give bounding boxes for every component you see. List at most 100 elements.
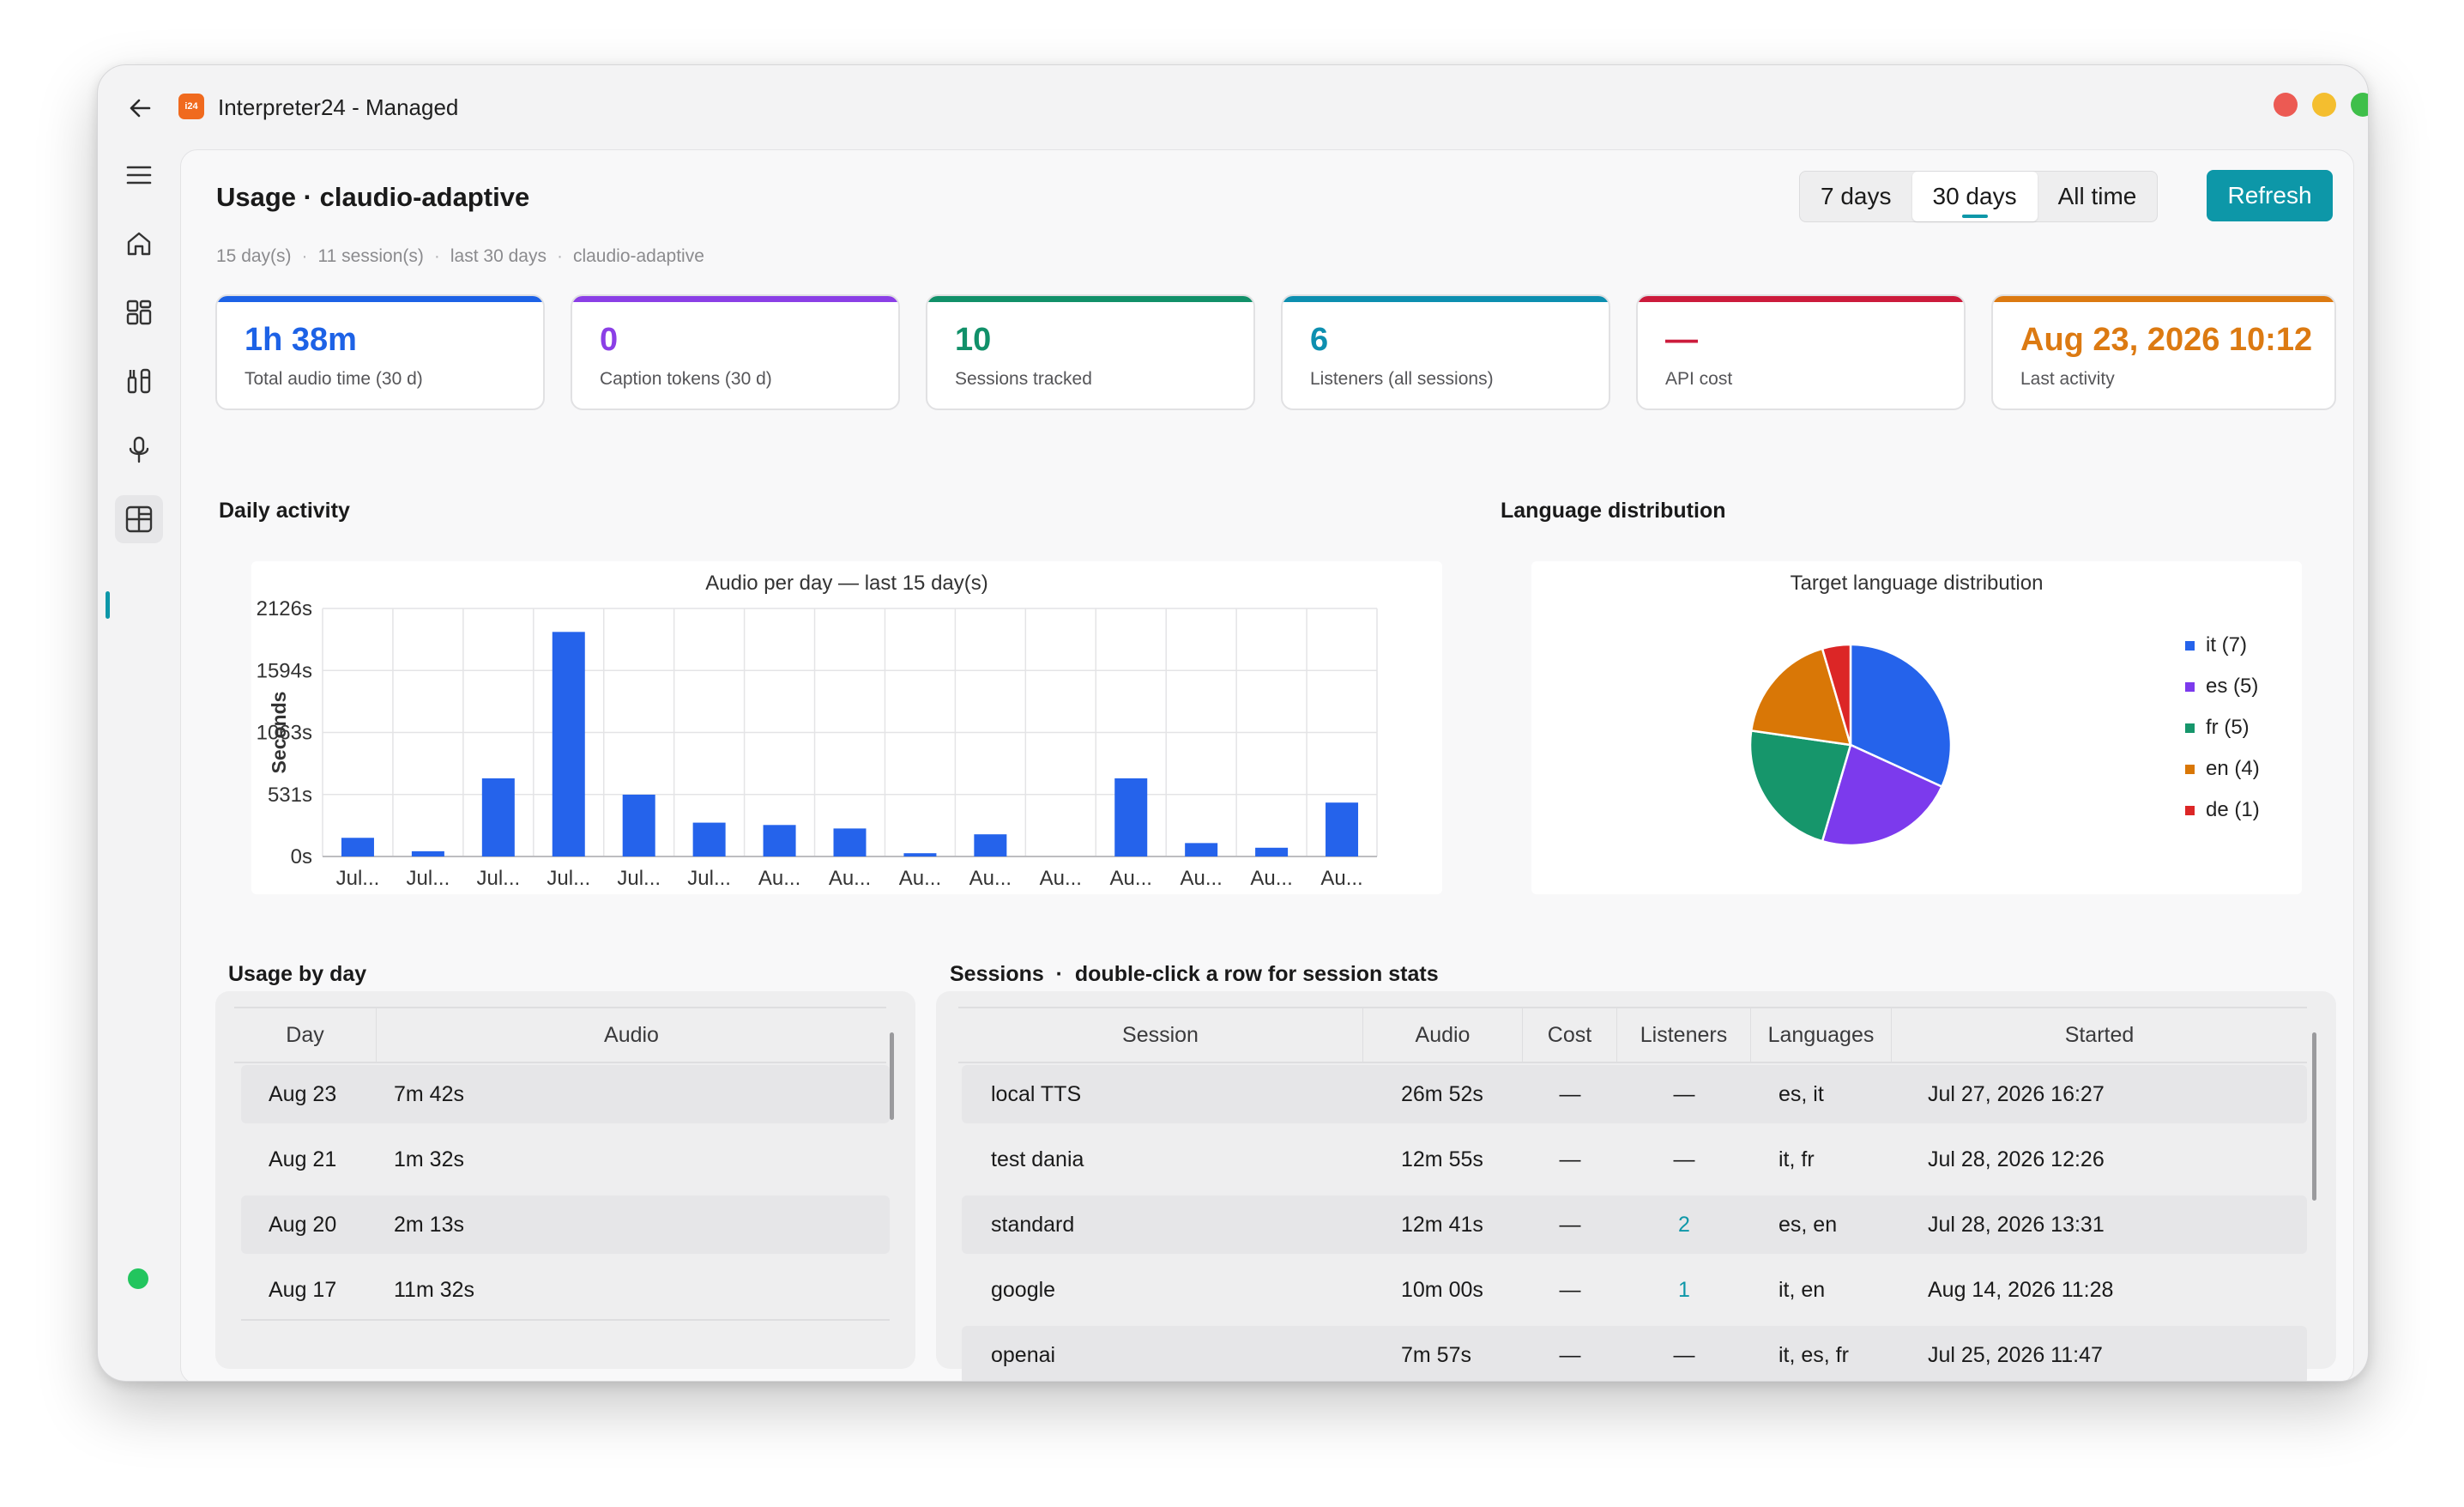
layout-icon[interactable] xyxy=(115,495,163,543)
session-row[interactable]: local TTS 26m 52s — — es, it Jul 27, 202… xyxy=(962,1065,2307,1123)
tools-icon[interactable] xyxy=(115,357,163,405)
page-meta: 15 day(s) · 11 session(s) · last 30 days… xyxy=(216,246,704,267)
column-header-audio[interactable]: Audio xyxy=(1363,1008,1523,1062)
legend-item-fr: fr (5) xyxy=(2185,707,2260,748)
main-panel: Usage · claudio-adaptive 15 day(s) · 11 … xyxy=(180,149,2354,1381)
x-tick-label: Au... xyxy=(899,867,941,890)
minimize-window-button[interactable] xyxy=(2312,93,2336,117)
usage-by-day-table: Day Audio Aug 23 7m 42s Aug 21 1m 32s Au… xyxy=(215,991,915,1369)
cell-cost: — xyxy=(1559,1342,1581,1367)
pie-slice xyxy=(1749,647,1852,747)
cell-languages: es, it xyxy=(1779,1081,1824,1106)
column-header-cost[interactable]: Cost xyxy=(1523,1008,1617,1062)
table-header: Session Audio Cost Listeners Languages S… xyxy=(958,1007,2307,1063)
cell-audio: 2m 13s xyxy=(394,1212,464,1237)
legend-label: de (1) xyxy=(2206,798,2260,821)
stat-label: API cost xyxy=(1665,369,1733,389)
session-row[interactable]: google 10m 00s — 1 it, en Aug 14, 2026 1… xyxy=(962,1261,2307,1319)
x-tick-label: Au... xyxy=(1320,867,1362,890)
stat-card-sessions: 10 Sessions tracked xyxy=(926,294,1255,410)
column-header-day[interactable]: Day xyxy=(234,1008,377,1062)
stat-label: Listeners (all sessions) xyxy=(1310,369,1494,389)
cell-listeners-link[interactable]: 1 xyxy=(1678,1277,1690,1302)
column-header-started[interactable]: Started xyxy=(2064,1022,2135,1047)
table-row[interactable]: Aug 21 1m 32s xyxy=(241,1130,890,1189)
pie-slice xyxy=(1849,643,1953,789)
cell-audio: 10m 00s xyxy=(1401,1277,1483,1302)
legend-label: it (7) xyxy=(2206,633,2247,657)
bar xyxy=(974,834,1007,856)
active-nav-indicator xyxy=(106,591,110,619)
stat-card-last-activity: Aug 23, 2026 10:12 Last activity xyxy=(1991,294,2336,410)
cell-languages: it, en xyxy=(1779,1277,1826,1302)
bar xyxy=(552,632,585,856)
cell-cost: — xyxy=(1559,1081,1581,1106)
cell-started: Jul 27, 2026 16:27 xyxy=(1928,1081,2105,1106)
cell-listeners-link[interactable]: 2 xyxy=(1678,1212,1690,1237)
x-tick-label: Au... xyxy=(1250,867,1292,890)
sidebar xyxy=(98,151,180,1381)
stat-card-api-cost: — API cost xyxy=(1636,294,1966,410)
legend-swatch xyxy=(2185,764,2195,774)
dashboard-icon[interactable] xyxy=(115,288,163,336)
column-header-audio[interactable]: Audio xyxy=(604,1022,659,1047)
table-row[interactable]: Aug 23 7m 42s xyxy=(241,1065,890,1123)
bar xyxy=(1114,778,1148,856)
stat-label: Total audio time (30 d) xyxy=(245,369,423,389)
cell-audio: 12m 41s xyxy=(1401,1212,1483,1237)
range-30-days-button[interactable]: 30 days xyxy=(1911,172,2038,221)
legend-swatch xyxy=(2185,640,2195,651)
session-row[interactable]: openai 7m 57s — — it, es, fr Jul 25, 202… xyxy=(962,1326,2307,1381)
y-tick-label: 1063s xyxy=(257,722,312,745)
legend-item-es: es (5) xyxy=(2185,666,2260,707)
table-row[interactable]: Aug 20 2m 13s xyxy=(241,1195,890,1254)
cell-languages: es, en xyxy=(1779,1212,1838,1237)
cell-audio: 26m 52s xyxy=(1401,1081,1483,1106)
home-icon[interactable] xyxy=(115,220,163,268)
legend-item-de: de (1) xyxy=(2185,790,2260,831)
legend-label: fr (5) xyxy=(2206,716,2250,739)
x-tick-label: Au... xyxy=(1180,867,1222,890)
page-title: Usage · claudio-adaptive xyxy=(216,182,530,212)
cell-started: Jul 28, 2026 12:26 xyxy=(1928,1147,2105,1171)
pie-chart-svg xyxy=(1748,643,1953,847)
window-title: Interpreter24 - Managed xyxy=(218,94,459,120)
x-tick-label: Au... xyxy=(969,867,1012,890)
cell-day: Aug 23 xyxy=(269,1081,337,1106)
microphone-icon[interactable] xyxy=(115,426,163,474)
stat-value: 10 xyxy=(955,322,992,358)
column-header-languages[interactable]: Languages xyxy=(1751,1008,1892,1062)
meta-separator: · xyxy=(433,246,440,266)
cell-listeners: — xyxy=(1673,1147,1695,1171)
range-7-days-button[interactable]: 7 days xyxy=(1821,183,1892,209)
pie-slice xyxy=(1748,729,1852,843)
close-window-button[interactable] xyxy=(2274,93,2298,117)
maximize-window-button[interactable] xyxy=(2351,93,2368,117)
cell-audio: 11m 32s xyxy=(394,1277,475,1302)
stat-value: Aug 23, 2026 10:12 xyxy=(2020,322,2313,358)
chart-title: Audio per day — last 15 day(s) xyxy=(705,572,988,595)
usage-by-day-heading: Usage by day xyxy=(228,962,367,986)
bar xyxy=(903,853,937,856)
refresh-button[interactable]: Refresh xyxy=(2207,170,2333,221)
menu-icon[interactable] xyxy=(115,151,163,199)
table-row[interactable]: Aug 17 11m 32s xyxy=(241,1261,890,1321)
sessions-heading: Sessions · double-click a row for sessio… xyxy=(950,962,1439,986)
stat-card-caption-tokens: 0 Caption tokens (30 d) xyxy=(571,294,900,410)
table-scrollbar[interactable] xyxy=(890,1032,894,1120)
column-header-listeners[interactable]: Listeners xyxy=(1617,1008,1751,1062)
x-tick-label: Au... xyxy=(758,867,800,890)
card-accent-line xyxy=(1993,296,2334,302)
range-selector: 7 days 30 days All time xyxy=(1799,171,2159,222)
meta-separator: · xyxy=(301,246,308,266)
back-arrow-icon[interactable] xyxy=(122,89,160,127)
cell-day: Aug 17 xyxy=(269,1277,337,1302)
bar xyxy=(622,794,655,856)
session-row[interactable]: test dania 12m 55s — — it, fr Jul 28, 20… xyxy=(962,1130,2307,1189)
column-header-session[interactable]: Session xyxy=(958,1008,1363,1062)
cell-started: Aug 14, 2026 11:28 xyxy=(1928,1277,2114,1302)
table-scrollbar[interactable] xyxy=(2312,1032,2316,1201)
session-row[interactable]: standard 12m 41s — 2 es, en Jul 28, 2026… xyxy=(962,1195,2307,1254)
cell-audio: 7m 42s xyxy=(394,1081,464,1106)
range-all-time-button[interactable]: All time xyxy=(2057,183,2137,209)
